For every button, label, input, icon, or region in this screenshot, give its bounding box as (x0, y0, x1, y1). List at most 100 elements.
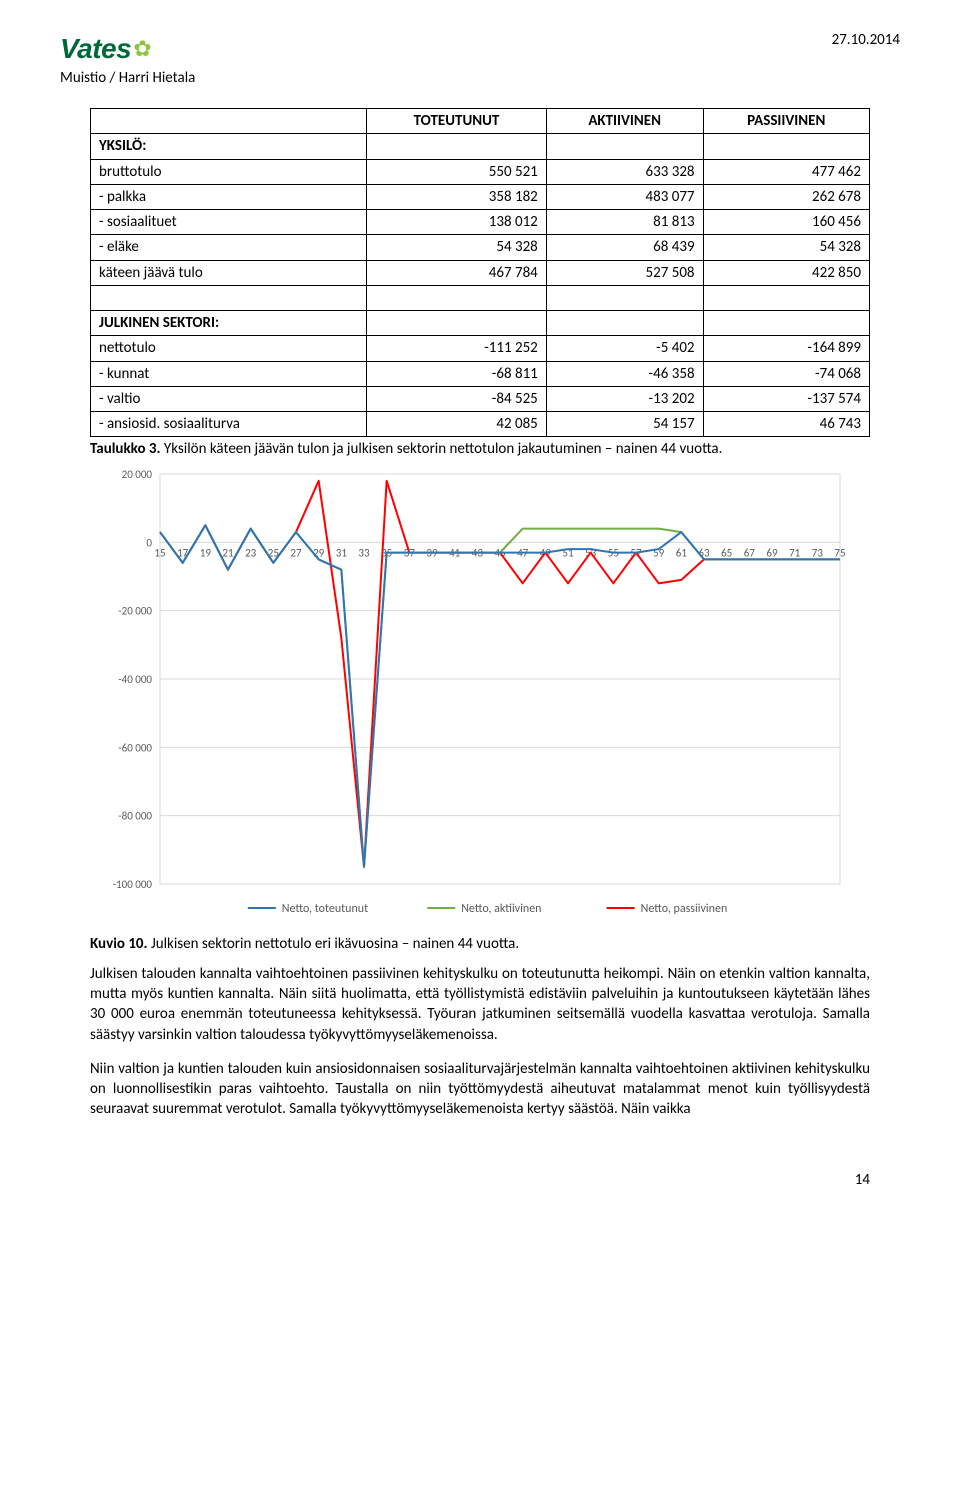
table-cell-num: -5 402 (546, 336, 703, 361)
svg-text:-40 000: -40 000 (118, 673, 152, 686)
table-cell-num: 160 456 (703, 210, 869, 235)
caption-bold: Taulukko 3. (90, 440, 161, 458)
table-cell-label: käteen jäävä tulo (91, 260, 367, 285)
svg-text:33: 33 (358, 546, 370, 559)
table-header-row: TOTEUTUNUT AKTIIVINEN PASSIIVINEN (91, 109, 870, 134)
svg-text:31: 31 (336, 546, 348, 559)
table-blank-row (91, 285, 870, 310)
table-cell-num: 422 850 (703, 260, 869, 285)
table-cell-num: -84 525 (367, 386, 547, 411)
table-cell-empty (367, 285, 547, 310)
svg-text:-60 000: -60 000 (118, 741, 152, 754)
table-row: nettotulo-111 252-5 402-164 899 (91, 336, 870, 361)
table-cell-label: nettotulo (91, 336, 367, 361)
table-cell-label: bruttotulo (91, 159, 367, 184)
table-header-col: TOTEUTUNUT (367, 109, 547, 134)
table-cell-num: 138 012 (367, 210, 547, 235)
table-cell-num: 550 521 (367, 159, 547, 184)
table-header-empty (91, 109, 367, 134)
data-table: TOTEUTUNUT AKTIIVINEN PASSIIVINEN YKSILÖ… (90, 108, 870, 437)
table-row: - kunnat-68 811-46 358-74 068 (91, 361, 870, 386)
table-section-label: YKSILÖ: (91, 134, 367, 159)
svg-text:71: 71 (789, 546, 801, 559)
table-cell-num: 262 678 (703, 184, 869, 209)
page-number: 14 (90, 1170, 870, 1190)
svg-text:69: 69 (766, 546, 778, 559)
table-cell-empty (546, 134, 703, 159)
svg-text:-20 000: -20 000 (118, 604, 152, 617)
table-section-label: JULKINEN SEKTORI: (91, 311, 367, 336)
logo: Vates✿ (60, 30, 152, 68)
table-cell-num: 483 077 (546, 184, 703, 209)
table-section-row: JULKINEN SEKTORI: (91, 311, 870, 336)
table-row: - sosiaalituet138 01281 813160 456 (91, 210, 870, 235)
table-cell-num: 358 182 (367, 184, 547, 209)
table-header-col: PASSIIVINEN (703, 109, 869, 134)
table-header-col: AKTIIVINEN (546, 109, 703, 134)
svg-text:63: 63 (698, 546, 710, 559)
svg-text:67: 67 (744, 546, 756, 559)
table-cell-num: -46 358 (546, 361, 703, 386)
table-cell-empty (367, 311, 547, 336)
svg-text:23: 23 (245, 546, 257, 559)
table-cell-num: 54 157 (546, 412, 703, 437)
svg-text:Netto, passiivinen: Netto, passiivinen (641, 902, 728, 916)
chart-svg: 20 0000-20 000-40 000-60 000-80 000-100 … (90, 464, 850, 924)
svg-text:61: 61 (676, 546, 688, 559)
table-cell-label: - valtio (91, 386, 367, 411)
table-cell-empty (703, 311, 869, 336)
svg-text:65: 65 (721, 546, 732, 559)
table-cell-label: - eläke (91, 235, 367, 260)
line-chart: 20 0000-20 000-40 000-60 000-80 000-100 … (90, 464, 870, 924)
table-cell-num: 42 085 (367, 412, 547, 437)
table-row: - palkka358 182483 077262 678 (91, 184, 870, 209)
table-cell-empty (703, 134, 869, 159)
svg-text:27: 27 (290, 546, 302, 559)
table-cell-num: 81 813 (546, 210, 703, 235)
table-cell-num: 54 328 (703, 235, 869, 260)
table-cell-num: -164 899 (703, 336, 869, 361)
table-caption: Taulukko 3. Yksilön käteen jäävän tulon … (90, 439, 870, 459)
table-cell-empty (91, 285, 367, 310)
svg-text:-80 000: -80 000 (118, 809, 152, 822)
table-cell-num: 527 508 (546, 260, 703, 285)
body-paragraph: Julkisen talouden kannalta vaihtoehtoine… (90, 964, 870, 1045)
table-cell-num: -111 252 (367, 336, 547, 361)
body-paragraph: Niin valtion ja kuntien talouden kuin an… (90, 1059, 870, 1120)
caption-text: Yksilön käteen jäävän tulon ja julkisen … (161, 440, 723, 458)
svg-text:75: 75 (834, 546, 845, 559)
table-cell-empty (367, 134, 547, 159)
table-cell-empty (703, 285, 869, 310)
svg-text:-100 000: -100 000 (113, 878, 153, 891)
logo-text: Vates (60, 33, 131, 64)
svg-text:20 000: 20 000 (122, 468, 153, 481)
table-cell-num: 477 462 (703, 159, 869, 184)
table-cell-num: 46 743 (703, 412, 869, 437)
caption-text: Julkisen sektorin nettotulo eri ikävuosi… (148, 935, 520, 953)
table-cell-empty (546, 285, 703, 310)
table-row: - ansiosid. sosiaaliturva42 08554 15746 … (91, 412, 870, 437)
table-cell-num: 467 784 (367, 260, 547, 285)
table-cell-label: - palkka (91, 184, 367, 209)
table-row: - valtio-84 525-13 202-137 574 (91, 386, 870, 411)
document-subtitle: Muistio / Harri Hietala (60, 68, 195, 88)
svg-text:29: 29 (313, 546, 325, 559)
table-cell-num: -137 574 (703, 386, 869, 411)
svg-text:19: 19 (200, 546, 212, 559)
table-cell-num: -68 811 (367, 361, 547, 386)
table-cell-empty (546, 311, 703, 336)
table-row: käteen jäävä tulo467 784527 508422 850 (91, 260, 870, 285)
table-cell-num: 633 328 (546, 159, 703, 184)
svg-text:Netto, toteutunut: Netto, toteutunut (282, 902, 368, 916)
chart-caption: Kuvio 10. Julkisen sektorin nettotulo er… (90, 934, 870, 954)
table-row: bruttotulo550 521633 328477 462 (91, 159, 870, 184)
page-header: Vates✿ 27.10.2014 Muistio / Harri Hietal… (90, 40, 870, 100)
svg-text:73: 73 (812, 546, 824, 559)
document-date: 27.10.2014 (832, 30, 900, 50)
table-cell-label: - ansiosid. sosiaaliturva (91, 412, 367, 437)
table-row: - eläke54 32868 43954 328 (91, 235, 870, 260)
table-cell-label: - sosiaalituet (91, 210, 367, 235)
table-cell-num: -74 068 (703, 361, 869, 386)
table-cell-num: 54 328 (367, 235, 547, 260)
logo-flower-icon: ✿ (133, 34, 151, 64)
